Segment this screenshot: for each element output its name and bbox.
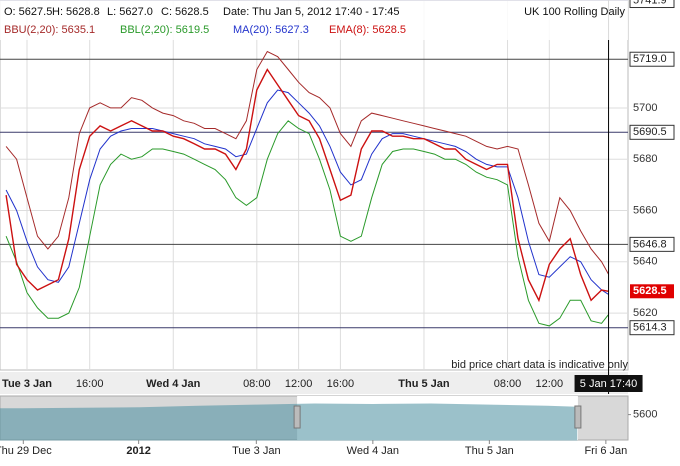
subtitle: Date: Thu Jan 5, 2012 17:40 - 17:45 [223,6,400,18]
plot-area [0,0,629,371]
x-tick-label: Wed 4 Jan [146,378,200,390]
level-label-box [629,236,675,252]
level-label-box [629,0,675,9]
x-tick-label: Thu 5 Jan [398,378,450,390]
x-tick-label: Tue 3 Jan [2,378,52,390]
y-tick-label: 5680 [633,153,657,165]
legend-entry: EMA(8): 5628.5 [329,24,406,36]
chart-title: UK 100 Rolling Daily [524,6,625,18]
series-line [5,120,609,327]
series-line [5,68,609,303]
crosshair-box [574,375,643,392]
level-label: 5719.0 [633,53,667,65]
x-tick-label: Fri 6 Jan [584,445,627,457]
header-bg [0,0,628,40]
legend-entry: MA(20): 5627.3 [233,24,309,36]
level-label: 5646.8 [633,238,667,250]
y-tick-label: 5620 [633,307,657,319]
navigator-area [0,403,578,441]
x-tick-label: 08:00 [494,378,522,390]
ohlc-value: C: 5628.5 [161,6,209,18]
annotation: bid price chart data is indicative only [451,359,628,371]
last-price-box [630,284,674,299]
navigator-handle[interactable] [574,405,582,429]
x-tick-label: 12:00 [536,378,564,390]
x-tick-label: 16:00 [76,378,104,390]
ohlc-value: L: 5627.0 [107,6,153,18]
legend-entry: BBL(2,20): 5619.5 [120,24,209,36]
x-tick-label: Wed 4 Jan [347,445,399,457]
level-label: 5741.9 [633,0,667,6]
x-tick-label: 08:00 [243,378,271,390]
x-tick-label: 12:00 [285,378,313,390]
level-label: 5690.5 [633,126,667,138]
level-label: 5614.3 [633,322,667,334]
x-tick-label: Tue 3 Jan [232,445,281,457]
level-label-box [629,124,675,140]
y-tick-label: 5660 [633,204,657,216]
level-label-box [629,51,675,67]
y-tick-label: 5640 [633,256,657,268]
series-line [5,89,609,295]
series-line [5,50,610,275]
x-axis-band [0,372,628,394]
last-price-label: 5628.5 [633,285,667,297]
y-tick-label: 5700 [633,102,657,114]
legend-entry: BBU(2,20): 5635.1 [4,24,95,36]
y-tick-label: 5600 [633,409,657,421]
x-tick-label: 2012 [126,445,150,457]
x-tick-label: Thu 5 Jan [465,445,514,457]
x-tick-label: Thu 29 Dec [0,445,52,457]
x-tick-label: 16:00 [327,378,355,390]
ohlc-value: H: 5628.8 [52,6,100,18]
crosshair-label: 5 Jan 17:40 [580,378,638,390]
ohlc-value: O: 5627.5 [4,6,52,18]
navigator-handle[interactable] [293,405,301,429]
level-label-box [629,320,675,336]
